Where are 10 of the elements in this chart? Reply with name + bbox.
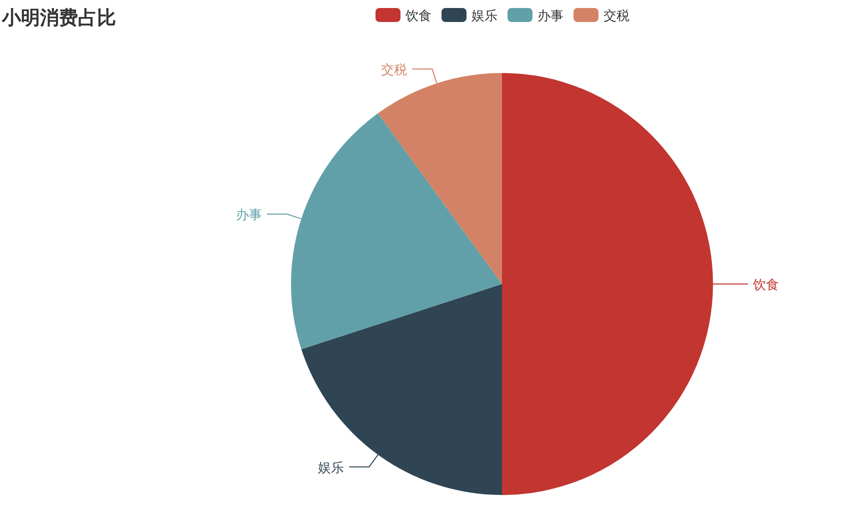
text: 小明消费占比 <box>1 7 116 29</box>
pie-slice <box>301 284 502 495</box>
legend-label: 饮食 <box>404 9 432 24</box>
slice-label: 办事 <box>236 208 262 224</box>
legend-label: 办事 <box>538 9 564 24</box>
slice-label: 饮食 <box>752 278 779 293</box>
slice-label: 交税 <box>381 62 408 78</box>
legend-label: 交税 <box>604 8 630 24</box>
slice-label: 娱乐 <box>318 460 344 476</box>
legend-label: 娱乐 <box>472 9 498 24</box>
